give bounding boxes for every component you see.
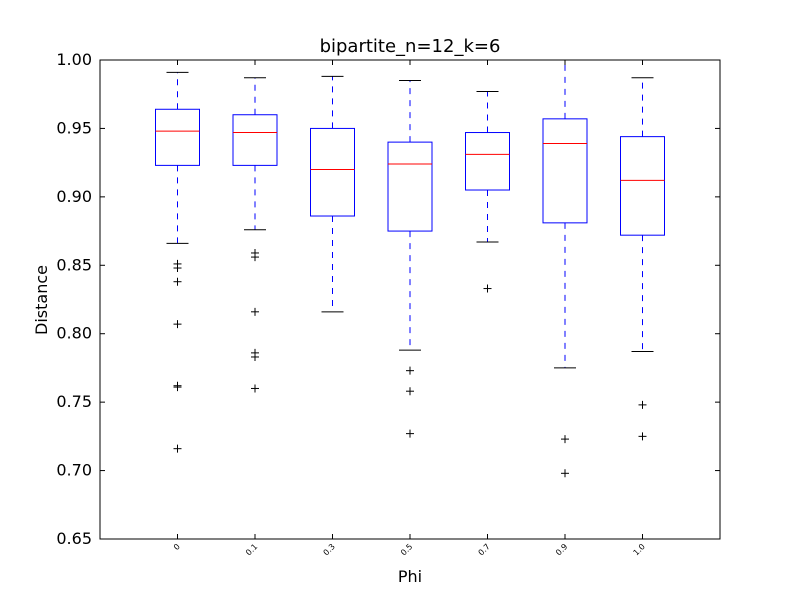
outlier-point	[173, 383, 182, 392]
outlier-point	[251, 307, 259, 316]
outlier-point	[406, 366, 414, 375]
y-tick-label: 0.90	[56, 187, 92, 206]
outlier-point	[173, 264, 182, 273]
outlier-point	[173, 320, 182, 329]
y-axis-label: Distance	[32, 265, 51, 335]
y-tick-label: 0.65	[56, 529, 92, 548]
box-iqr	[465, 132, 510, 191]
box-iqr	[155, 108, 200, 166]
outlier-point	[561, 435, 569, 444]
y-axis: 0.65 0.70 0.75 0.80 0.85 0.90 0.95 1.00	[56, 50, 720, 548]
box-group	[620, 77, 665, 441]
outlier-point	[173, 277, 182, 286]
box-group	[465, 90, 510, 293]
y-tick-label: 0.75	[56, 392, 92, 411]
y-tick-label: 0.80	[56, 324, 92, 343]
outlier-point	[406, 429, 414, 438]
box-iqr	[387, 141, 433, 232]
y-tick-label: 0.85	[56, 255, 92, 274]
x-axis-label: Phi	[398, 567, 422, 586]
y-tick-label: 0.95	[56, 118, 92, 137]
box-iqr	[232, 114, 278, 166]
outlier-point	[173, 444, 182, 453]
outlier-point	[483, 284, 492, 293]
outlier-point	[638, 432, 647, 441]
y-tick-label: 1.00	[56, 50, 92, 69]
box-group	[310, 75, 355, 313]
plot-marks	[155, 59, 665, 478]
box-iqr	[620, 136, 665, 236]
outlier-point	[251, 253, 259, 262]
box-group	[387, 80, 433, 438]
chart-title: bipartite_n=12_k=6	[320, 36, 501, 57]
outlier-point	[406, 387, 414, 396]
outlier-point	[561, 469, 569, 478]
box-iqr	[542, 118, 588, 224]
box-group	[155, 71, 200, 453]
box-iqr	[310, 127, 355, 217]
outlier-point	[251, 352, 259, 361]
x-tick-label: 0	[172, 542, 182, 552]
outlier-point	[251, 384, 259, 393]
outlier-point	[638, 400, 647, 409]
y-tick-label: 0.70	[56, 461, 92, 480]
box-group	[232, 77, 278, 393]
